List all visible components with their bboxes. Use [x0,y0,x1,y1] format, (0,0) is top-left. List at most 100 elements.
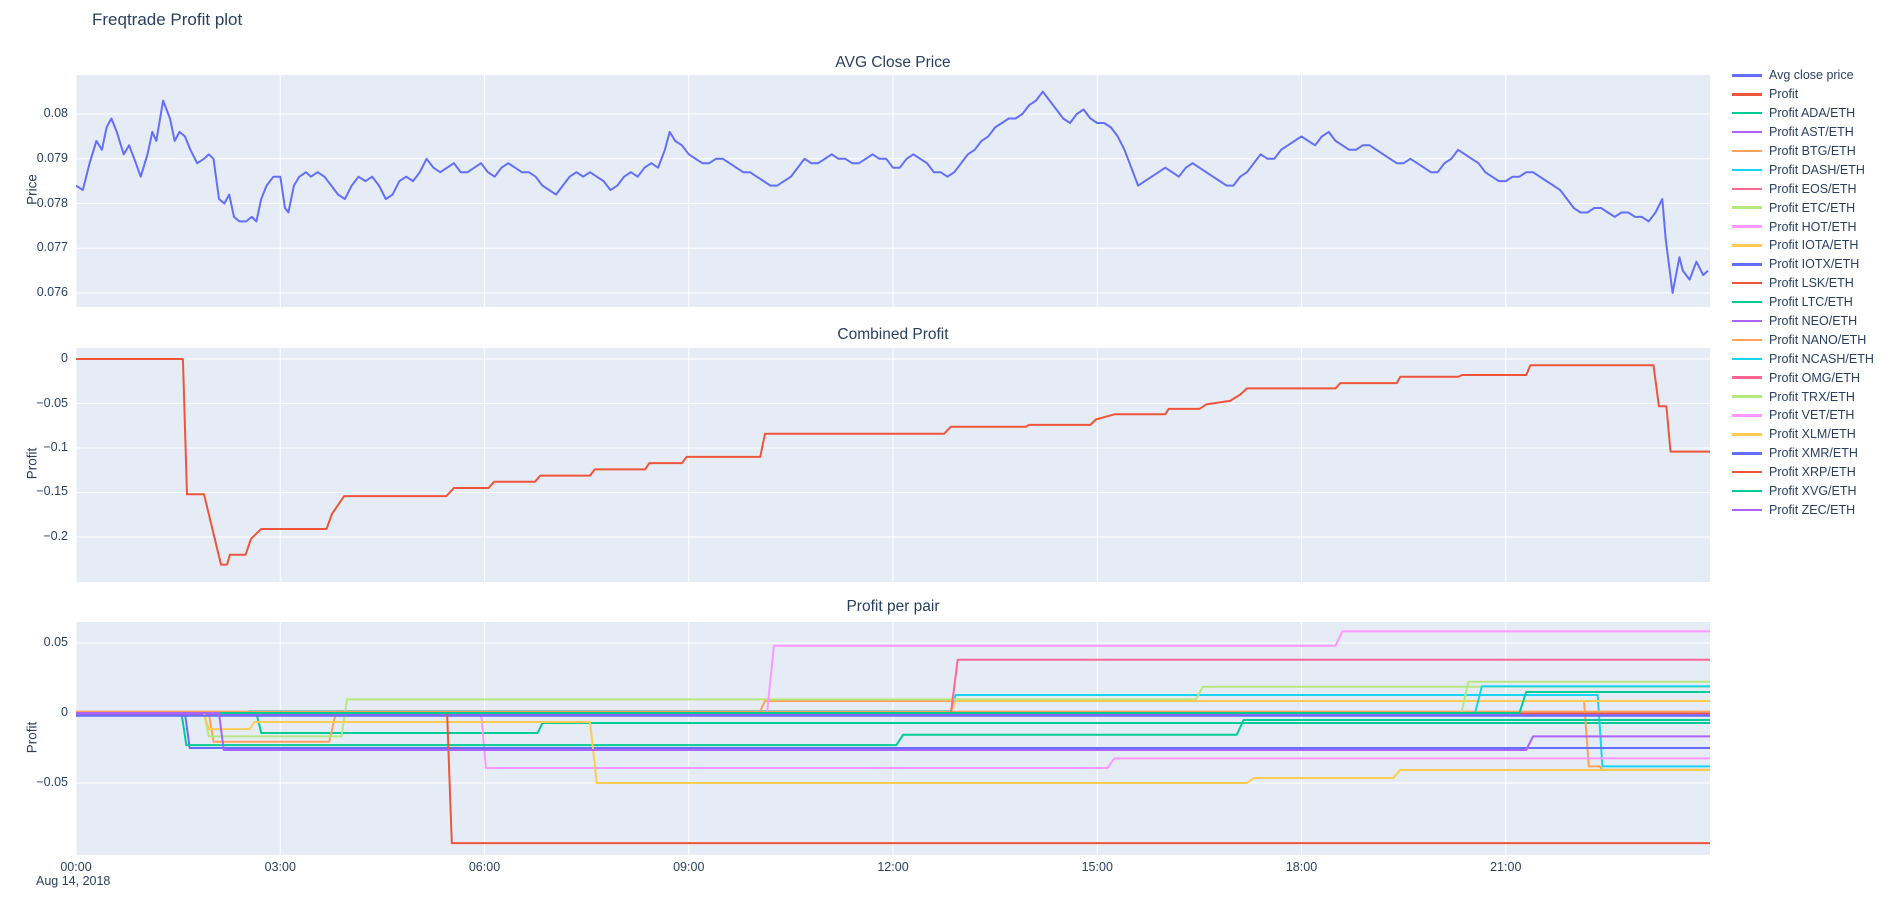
legend-item-label: Profit XMR/ETH [1769,446,1858,461]
legend-item-profit-hot-eth[interactable]: Profit HOT/ETH [1732,217,1874,236]
legend-item-label: Profit LSK/ETH [1769,276,1854,291]
x-tick-label: 03:00 [264,860,296,874]
legend-line-swatch [1732,470,1762,474]
y-tick-label: 0 [61,705,68,720]
series-line-profit-zec-eth [76,712,1710,751]
legend-item-label: Profit DASH/ETH [1769,162,1865,177]
x-tick-label: 06:00 [468,860,501,874]
legend-item-label: Profit BTG/ETH [1769,144,1856,158]
legend-line-swatch [1732,168,1762,172]
x-tick-label: 09:00 [673,860,705,874]
legend-line-swatch [1732,300,1762,304]
legend-item-label: Profit XRP/ETH [1769,465,1856,480]
page-title: Freqtrade Profit plot [92,10,243,29]
legend-line-swatch [1732,452,1762,455]
series-line-profit-xlm-eth [76,712,1710,784]
legend-item-profit-ncash-eth[interactable]: Profit NCASH/ETH [1732,349,1874,368]
y-tick-label: 0.078 [36,195,68,210]
legend-item-label: Profit NANO/ETH [1769,332,1867,347]
legend-line-swatch [1732,206,1762,209]
legend-item-profit-ast-eth[interactable]: Profit AST/ETH [1732,123,1874,142]
legend-item-label: Profit XLM/ETH [1769,427,1856,442]
legend-item-label: Profit [1769,87,1799,102]
y-tick-label: −0.15 [36,484,68,499]
y-tick-label: 0 [61,351,68,366]
legend-item-label: Profit NEO/ETH [1769,314,1858,329]
subplot2-plot-area[interactable] [76,348,1710,582]
legend-line-swatch [1732,130,1762,134]
legend-line-swatch [1732,111,1762,115]
x-tick-label: 18:00 [1285,860,1318,874]
legend-item-avg-close-price[interactable]: Avg close price [1732,66,1874,85]
y-tick-label: 0.076 [36,284,68,299]
subplot3-title: Profit per pair [846,598,940,615]
x-tick-label: 15:00 [1081,860,1113,874]
legend-item-label: Profit IOTX/ETH [1769,257,1860,272]
x-tick-label: 12:00 [877,860,909,874]
legend-item-profit-etc-eth[interactable]: Profit ETC/ETH [1732,198,1874,217]
legend-item-profit-xvg-eth[interactable]: Profit XVG/ETH [1732,482,1874,501]
legend-item-label: Profit AST/ETH [1769,125,1854,140]
legend: Avg close price Profit Profit ADA/ETH Profi… [1732,66,1874,519]
legend-item-label: Profit NCASH/ETH [1769,351,1874,366]
legend-item-profit-dash-eth[interactable]: Profit DASH/ETH [1732,160,1874,179]
legend-item-profit-eos-eth[interactable]: Profit EOS/ETH [1732,179,1874,198]
subplot1-title: AVG Close Price [835,54,951,71]
legend-item-profit-trx-eth[interactable]: Profit TRX/ETH [1732,387,1874,406]
legend-line-swatch [1732,414,1762,417]
legend-line-swatch [1732,93,1762,96]
y-tick-label: 0.079 [36,150,68,165]
legend-line-swatch [1732,489,1762,493]
legend-item-profit-zec-eth[interactable]: Profit ZEC/ETH [1732,500,1874,519]
series-line-avg-close-price [76,90,1709,294]
legend-item-label: Profit ADA/ETH [1769,106,1856,121]
legend-item-profit-iotx-eth[interactable]: Profit IOTX/ETH [1732,255,1874,274]
legend-item-profit-nano-eth[interactable]: Profit NANO/ETH [1732,330,1874,349]
x-tick-label: 21:00 [1490,860,1522,874]
y-tick-label: −0.05 [36,395,68,410]
legend-line-swatch [1732,244,1762,247]
legend-item-profit-btg-eth[interactable]: Profit BTG/ETH [1732,142,1874,161]
legend-item-profit-lsk-eth[interactable]: Profit LSK/ETH [1732,274,1874,293]
legend-line-swatch [1732,319,1762,323]
legend-item-profit-ltc-eth[interactable]: Profit LTC/ETH [1732,293,1874,312]
legend-line-swatch [1732,263,1762,266]
subplot3-plot-area[interactable] [76,622,1710,855]
y-tick-label: 0.05 [43,635,68,649]
legend-item-label: Profit TRX/ETH [1769,389,1855,404]
legend-item-profit-xlm-eth[interactable]: Profit XLM/ETH [1732,425,1874,444]
y-tick-label: −0.05 [36,775,68,790]
legend-item-profit-xrp-eth[interactable]: Profit XRP/ETH [1732,463,1874,482]
subplot3-canvas [76,622,1710,855]
legend-line-swatch [1732,376,1762,379]
legend-line-swatch [1732,338,1762,342]
legend-item-profit-omg-eth[interactable]: Profit OMG/ETH [1732,368,1874,387]
legend-line-swatch [1732,149,1762,153]
y-tick-label: −0.2 [43,528,68,543]
legend-line-swatch [1732,187,1762,191]
legend-line-swatch [1732,395,1762,398]
legend-item-profit-ada-eth[interactable]: Profit ADA/ETH [1732,104,1874,123]
legend-item-profit-neo-eth[interactable]: Profit NEO/ETH [1732,312,1874,331]
y-tick-label: −0.1 [43,440,68,454]
legend-item-profit-vet-eth[interactable]: Profit VET/ETH [1732,406,1874,425]
legend-line-swatch [1732,357,1762,361]
legend-item-label: Profit XVG/ETH [1769,484,1857,499]
subplot1-canvas [76,75,1710,307]
legend-item-label: Avg close price [1769,68,1854,83]
subplot1-plot-area[interactable] [76,75,1710,307]
legend-item-label: Profit ZEC/ETH [1769,502,1856,517]
legend-item-profit-xmr-eth[interactable]: Profit XMR/ETH [1732,444,1874,463]
legend-item-label: Profit ETC/ETH [1769,200,1856,215]
legend-item-profit-iota-eth[interactable]: Profit IOTA/ETH [1732,236,1874,255]
legend-item-label: Profit LTC/ETH [1769,295,1853,310]
subplot2-title: Combined Profit [837,326,949,343]
legend-line-swatch [1732,281,1762,285]
legend-line-swatch [1732,433,1762,436]
legend-item-profit[interactable]: Profit [1732,85,1874,104]
legend-line-swatch [1732,508,1762,512]
legend-line-swatch [1732,225,1762,228]
series-line-profit-xvg-eth [76,691,1710,714]
y-tick-label: 0.077 [36,240,68,255]
